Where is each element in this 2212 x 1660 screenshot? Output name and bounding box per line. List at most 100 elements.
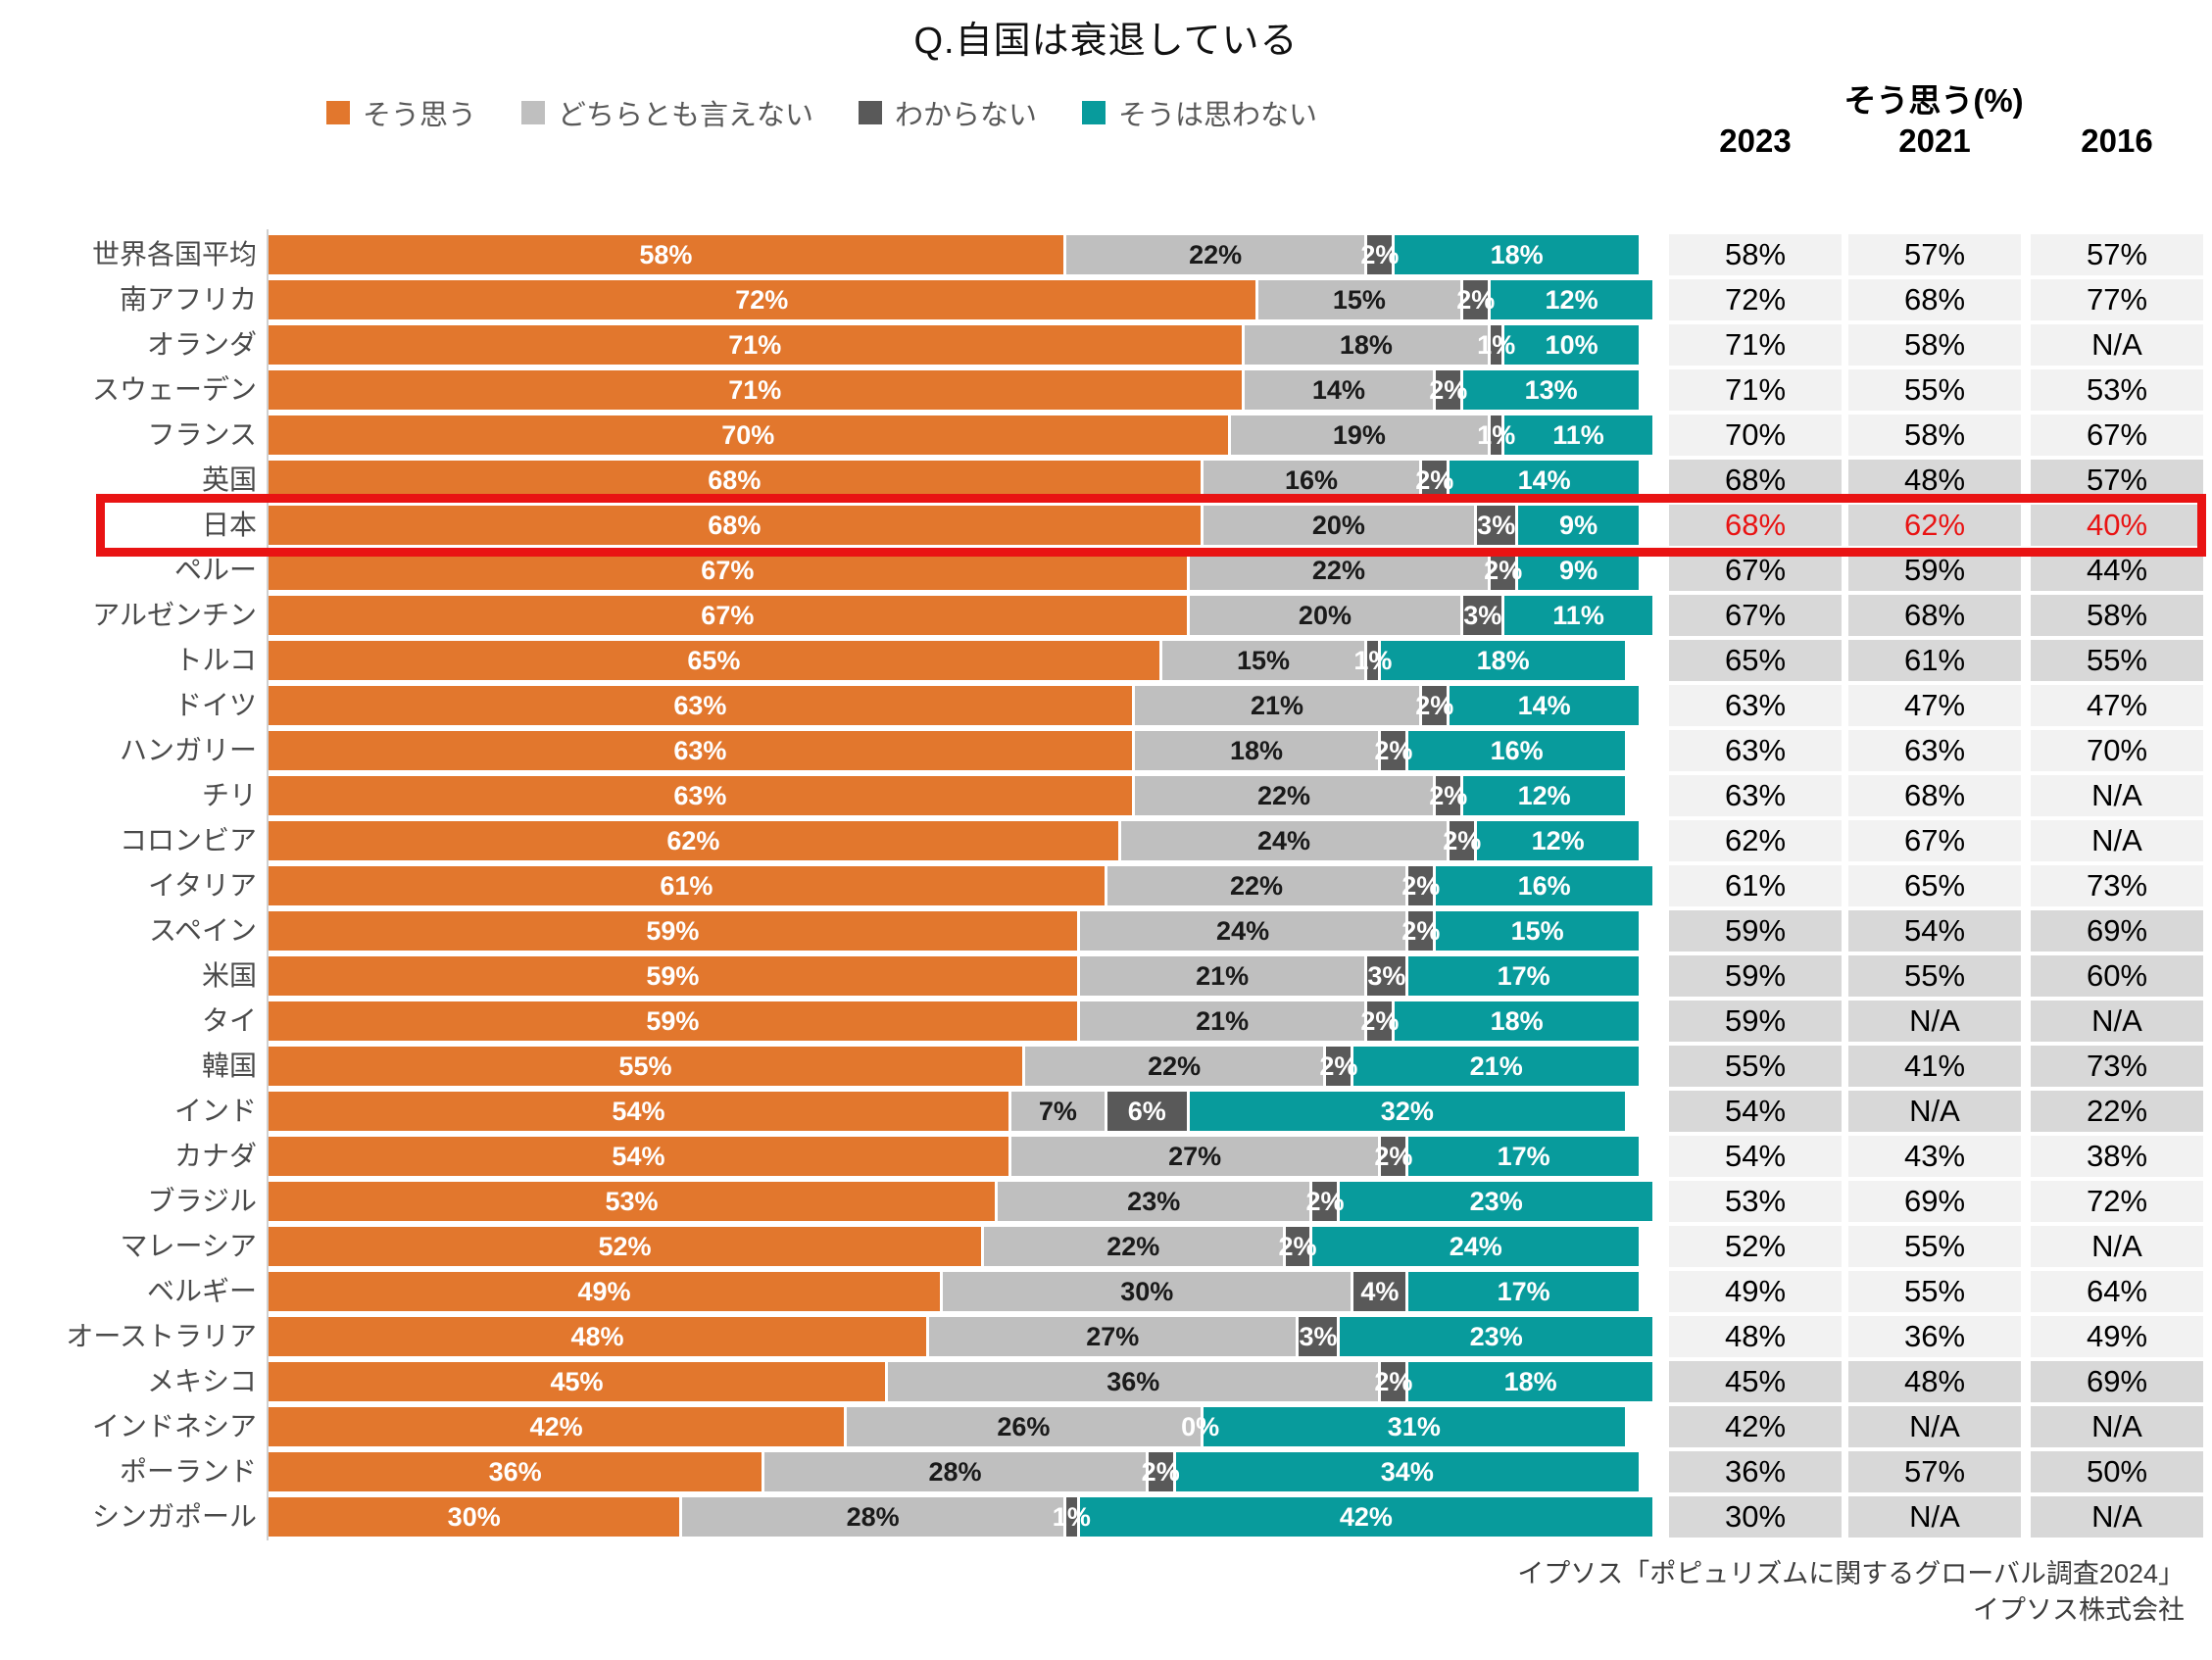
bar-value-label: 1% (1353, 645, 1393, 675)
bar-segment-agree: 71% (269, 370, 1242, 410)
table-cell-2016: N/A (2031, 1406, 2203, 1447)
bar-value-label: 21% (1469, 1050, 1523, 1081)
bar-segment-disagree: 21% (1351, 1047, 1639, 1086)
bar-value-label: 28% (846, 1501, 900, 1532)
bar-value-label: 68% (708, 510, 762, 540)
bar-segment-dontknow: 2% (1374, 1362, 1412, 1401)
bar-value-label: 2% (1429, 374, 1468, 405)
bar-segment-dontknow: 2% (1484, 551, 1522, 590)
country-label: ポーランド (119, 1456, 257, 1487)
legend-item-dontknow: わからない (859, 92, 1037, 133)
bar-value-label: 1% (1477, 419, 1516, 450)
table-cell-2016: 44% (2031, 550, 2203, 591)
table-cell-2021: 61% (1848, 640, 2021, 681)
bar-value-label: 15% (1332, 284, 1386, 315)
bar-value-label: 16% (1517, 870, 1571, 901)
table-cell-2016: 69% (2031, 1361, 2203, 1402)
bar-segment-agree: 61% (269, 866, 1105, 905)
bar-value-label: 59% (646, 960, 700, 991)
bar-segment-disagree: 17% (1405, 1137, 1639, 1176)
country-label: 英国 (201, 464, 257, 495)
bar-value-label: 18% (1230, 735, 1284, 765)
table-cell-2021: 67% (1848, 820, 2021, 861)
table-cell-2021: 57% (1848, 1451, 2021, 1492)
year-header-2016: 2016 (2081, 122, 2153, 159)
bar-segment-dontknow: 2% (1374, 731, 1412, 770)
bar-segment-dontknow: 2% (1415, 686, 1453, 725)
bar-segment-neither: 24% (1117, 821, 1448, 860)
stacked-bar-row: 42% 26% 0% 31% (269, 1407, 1625, 1446)
bar-segment-disagree: 18% (1405, 1362, 1652, 1401)
legend-swatch-neither-icon (521, 101, 546, 124)
bar-value-label: 42% (529, 1411, 583, 1441)
table-cell-2016: 40% (2031, 505, 2203, 546)
legend: そう思う どちらとも言えない わからない そうは思わない (326, 92, 1317, 133)
bar-value-label: 2% (1305, 1186, 1345, 1216)
bar-value-label: 7% (1038, 1096, 1077, 1126)
stacked-bar-row: 61% 22% 2% 16% (269, 866, 1652, 905)
bar-value-label: 48% (570, 1321, 624, 1351)
bar-value-label: 2% (1374, 1366, 1413, 1396)
country-label: 日本 (201, 510, 257, 540)
bar-value-label: 9% (1559, 555, 1598, 585)
table-cell-2023: 54% (1669, 1136, 1842, 1177)
bar-value-label: 4% (1360, 1276, 1400, 1306)
table-cell-2023: 59% (1669, 1001, 1842, 1042)
bar-value-label: 23% (1469, 1321, 1523, 1351)
bar-value-label: 9% (1559, 510, 1598, 540)
table-cell-2023: 68% (1669, 505, 1842, 546)
bar-segment-neither: 20% (1186, 596, 1461, 635)
bar-segment-agree: 63% (269, 686, 1132, 725)
bar-segment-neither: 15% (1158, 641, 1365, 680)
bar-value-label: 14% (1517, 690, 1571, 720)
table-cell-2023: 71% (1669, 324, 1842, 366)
bar-value-label: 54% (612, 1096, 665, 1126)
bar-value-label: 71% (728, 374, 782, 405)
bar-segment-dontknow: 2% (1360, 235, 1399, 274)
country-label: 韓国 (201, 1050, 257, 1081)
bar-value-label: 26% (997, 1411, 1051, 1441)
table-cell-2021: 48% (1848, 460, 2021, 501)
bar-value-label: 13% (1524, 374, 1578, 405)
table-cell-2016: 57% (2031, 460, 2203, 501)
bar-value-label: 3% (1463, 600, 1502, 630)
table-cell-2021: 55% (1848, 369, 2021, 411)
bar-segment-agree: 72% (269, 280, 1255, 319)
country-label: オランダ (146, 329, 257, 360)
bar-value-label: 18% (1339, 329, 1393, 360)
bar-segment-agree: 55% (269, 1047, 1022, 1086)
table-cell-2023: 30% (1669, 1496, 1842, 1538)
bar-segment-dontknow: 3% (1364, 956, 1405, 996)
bar-segment-neither: 28% (762, 1452, 1146, 1491)
bar-value-label: 36% (488, 1456, 542, 1487)
bar-value-label: 61% (660, 870, 713, 901)
bar-value-label: 22% (1230, 870, 1284, 901)
bar-segment-dontknow: 4% (1351, 1272, 1406, 1311)
bar-segment-neither: 28% (679, 1497, 1063, 1537)
bar-value-label: 58% (639, 239, 693, 269)
bar-segment-disagree: 31% (1200, 1407, 1625, 1446)
table-cell-2016: 77% (2031, 279, 2203, 320)
stacked-bar-row: 71% 18% 1% 10% (269, 325, 1639, 365)
stacked-bar-row: 68% 20% 3% 9% (269, 506, 1639, 545)
bar-value-label: 18% (1490, 1005, 1544, 1036)
country-label: タイ (201, 1005, 257, 1036)
bar-value-label: 19% (1332, 419, 1386, 450)
legend-label: わからない (895, 100, 1038, 131)
bar-segment-neither: 7% (1008, 1092, 1105, 1131)
stacked-bar-row: 48% 27% 3% 23% (269, 1317, 1652, 1356)
bar-segment-disagree: 11% (1501, 596, 1652, 635)
bar-value-label: 18% (1503, 1366, 1557, 1396)
bar-value-label: 2% (1456, 284, 1496, 315)
legend-swatch-dontknow-icon (859, 101, 883, 124)
bar-value-label: 32% (1380, 1096, 1434, 1126)
bar-segment-agree: 42% (269, 1407, 845, 1446)
bar-segment-disagree: 23% (1337, 1317, 1652, 1356)
country-label: ペルー (173, 555, 257, 585)
bar-segment-agree: 45% (269, 1362, 886, 1401)
stacked-bar-row: 53% 23% 2% 23% (269, 1182, 1652, 1221)
stacked-bar-row: 52% 22% 2% 24% (269, 1227, 1639, 1266)
table-cell-2021: 48% (1848, 1361, 2021, 1402)
bar-value-label: 2% (1360, 1005, 1400, 1036)
bar-value-label: 17% (1497, 1276, 1550, 1306)
